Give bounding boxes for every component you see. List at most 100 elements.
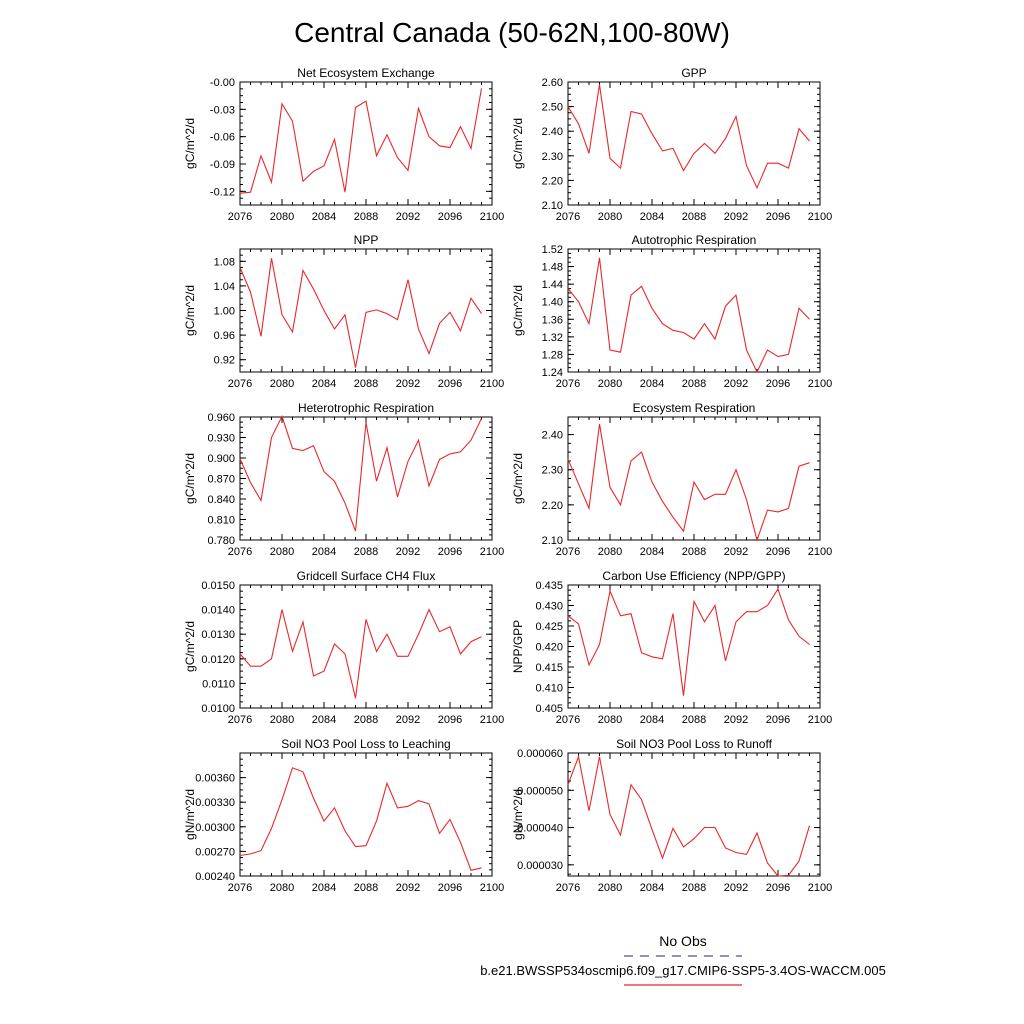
chart-panel: Ecosystem Respiration gC/m^2/d 2076 2080 208… <box>511 401 832 558</box>
x-tick-label: 2084 <box>640 211 664 223</box>
y-tick-label: 0.410 <box>535 683 563 695</box>
x-tick-label: 2080 <box>270 211 294 223</box>
x-tick-label: 2092 <box>396 546 420 558</box>
y-tick-label: -0.03 <box>210 104 235 116</box>
x-tick-label: 2096 <box>438 378 462 390</box>
panel-title: Ecosystem Respiration <box>633 401 756 415</box>
y-tick-label: 0.00240 <box>195 871 235 883</box>
x-tick-label: 2076 <box>556 378 580 390</box>
plot-frame <box>239 248 493 373</box>
y-tick-label: 1.32 <box>542 332 563 344</box>
y-tick-label: 0.000050 <box>517 785 563 797</box>
x-tick-label: 2092 <box>396 714 420 726</box>
x-tick-label: 2080 <box>270 546 294 558</box>
x-tick-label: 2076 <box>228 378 252 390</box>
y-tick-label: 0.0110 <box>202 678 235 690</box>
legend-model-label: b.e21.BWSSP534oscmip6.f09_g17.CMIP6-SSP5… <box>480 963 886 978</box>
plot-frame <box>567 752 821 877</box>
x-tick-label: 2076 <box>556 714 580 726</box>
x-tick-label: 2084 <box>312 378 336 390</box>
y-tick-label: -0.00 <box>210 77 235 89</box>
y-tick-label: 1.52 <box>542 244 563 256</box>
y-tick-label: 1.28 <box>542 349 563 361</box>
x-tick-label: 2096 <box>438 211 462 223</box>
y-tick-label: 0.0150 <box>201 580 235 592</box>
chart-panel: Net Ecosystem Exchange gC/m^2/d 2076 2080 20… <box>183 66 504 223</box>
x-tick-label: 2092 <box>724 378 748 390</box>
legend: No Obs b.e21.BWSSP534oscmip6.f09_g17.CMI… <box>480 933 886 986</box>
series-line <box>239 608 482 699</box>
x-tick-label: 2100 <box>808 378 832 390</box>
x-tick-label: 2084 <box>312 882 336 894</box>
y-tick-label: -0.12 <box>210 186 235 198</box>
panel-title: Gridcell Surface CH4 Flux <box>297 569 436 583</box>
x-tick-label: 2096 <box>766 211 790 223</box>
y-tick-label: 2.40 <box>542 126 563 138</box>
y-axis-label: gC/m^2/d <box>183 621 197 672</box>
x-tick-label: 2088 <box>682 714 706 726</box>
x-tick-label: 2084 <box>312 714 336 726</box>
x-tick-label: 2092 <box>724 546 748 558</box>
y-tick-label: 1.00 <box>214 306 235 318</box>
x-tick-label: 2100 <box>480 546 504 558</box>
x-tick-label: 2088 <box>682 882 706 894</box>
y-tick-label: 0.430 <box>535 601 563 613</box>
x-tick-label: 2096 <box>766 714 790 726</box>
y-tick-label: 2.20 <box>542 500 563 512</box>
panel-title: Soil NO3 Pool Loss to Leaching <box>281 737 450 751</box>
y-tick-label: 1.44 <box>542 279 563 291</box>
x-tick-label: 2076 <box>228 211 252 223</box>
x-tick-label: 2096 <box>766 546 790 558</box>
x-tick-label: 2084 <box>640 882 664 894</box>
x-tick-label: 2080 <box>598 546 622 558</box>
series-line <box>239 767 482 871</box>
x-tick-label: 2084 <box>640 714 664 726</box>
y-tick-label: 1.24 <box>542 367 563 379</box>
panel-title: Net Ecosystem Exchange <box>297 66 435 80</box>
x-tick-label: 2076 <box>556 882 580 894</box>
y-tick-label: 2.60 <box>542 77 563 89</box>
y-tick-label: 0.960 <box>207 412 235 424</box>
series-line <box>567 423 810 542</box>
y-tick-label: 0.000060 <box>517 748 563 760</box>
y-tick-label: 0.930 <box>207 433 235 445</box>
series-line <box>567 587 810 696</box>
chart-panel: GPP gC/m^2/d 2076 2080 2084 2088 2092 2096 2100 2… <box>511 66 832 223</box>
y-tick-label: -0.06 <box>210 132 235 144</box>
x-tick-label: 2092 <box>396 211 420 223</box>
y-tick-label: 0.420 <box>535 642 563 654</box>
series-line <box>567 84 810 190</box>
series-line <box>239 414 482 532</box>
series-line <box>567 257 810 374</box>
x-tick-label: 2100 <box>808 882 832 894</box>
y-axis-label: gC/m^2/d <box>511 118 525 169</box>
y-tick-label: 0.405 <box>535 703 563 715</box>
y-tick-label: 2.10 <box>542 535 563 547</box>
y-tick-label: 2.20 <box>542 175 563 187</box>
y-axis-label: gN/m^2/d <box>183 789 197 840</box>
plot-frame <box>239 416 493 541</box>
x-tick-label: 2080 <box>270 714 294 726</box>
y-tick-label: 1.48 <box>542 262 563 274</box>
y-tick-label: 0.00270 <box>195 846 235 858</box>
x-tick-label: 2076 <box>228 714 252 726</box>
x-tick-label: 2080 <box>598 714 622 726</box>
x-tick-label: 2092 <box>724 211 748 223</box>
y-tick-label: 0.840 <box>207 494 235 506</box>
x-tick-label: 2096 <box>766 378 790 390</box>
y-tick-label: 2.30 <box>542 151 563 163</box>
x-tick-label: 2084 <box>312 211 336 223</box>
chart-panel: NPP gC/m^2/d 2076 2080 2084 2088 2092 2096 2100 0… <box>183 233 504 390</box>
y-axis-label: gC/m^2/d <box>183 453 197 504</box>
y-tick-label: 0.0120 <box>201 654 235 666</box>
y-tick-label: 0.900 <box>207 453 235 465</box>
y-tick-label: 0.0100 <box>201 703 235 715</box>
y-axis-label: gC/m^2/d <box>511 285 525 336</box>
panel-title: Heterotrophic Respiration <box>298 401 434 415</box>
panel-title: Carbon Use Efficiency (NPP/GPP) <box>602 569 785 583</box>
y-tick-label: 0.00360 <box>195 773 235 785</box>
y-tick-label: 0.0130 <box>201 629 235 641</box>
x-tick-label: 2100 <box>480 882 504 894</box>
panel-grid: Net Ecosystem Exchange gC/m^2/d 2076 2080 20… <box>183 66 832 894</box>
x-tick-label: 2088 <box>682 211 706 223</box>
